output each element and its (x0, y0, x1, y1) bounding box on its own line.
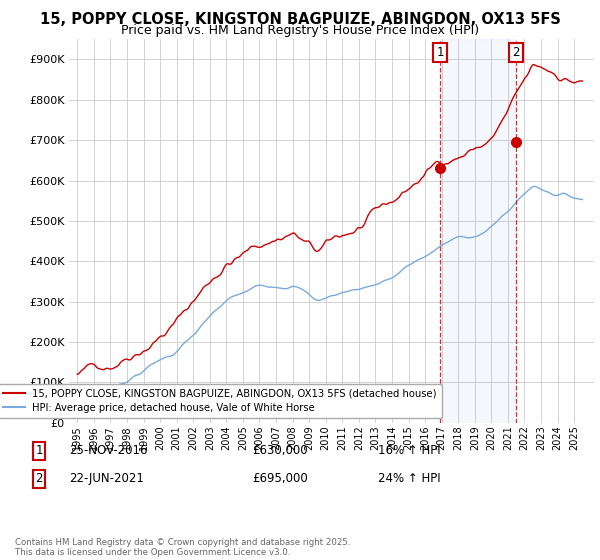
Text: £630,000: £630,000 (252, 444, 308, 458)
Text: 22-JUN-2021: 22-JUN-2021 (69, 472, 144, 486)
Text: £695,000: £695,000 (252, 472, 308, 486)
Text: 24% ↑ HPI: 24% ↑ HPI (378, 472, 440, 486)
Text: 16% ↑ HPI: 16% ↑ HPI (378, 444, 440, 458)
Text: 1: 1 (35, 444, 43, 458)
Text: 2: 2 (35, 472, 43, 486)
Text: 15, POPPY CLOSE, KINGSTON BAGPUIZE, ABINGDON, OX13 5FS: 15, POPPY CLOSE, KINGSTON BAGPUIZE, ABIN… (40, 12, 560, 27)
Bar (440, 39, 515, 423)
Text: 1: 1 (436, 46, 444, 59)
Text: 25-NOV-2016: 25-NOV-2016 (69, 444, 148, 458)
Text: 2: 2 (512, 46, 520, 59)
Text: Contains HM Land Registry data © Crown copyright and database right 2025.
This d: Contains HM Land Registry data © Crown c… (15, 538, 350, 557)
Legend: 15, POPPY CLOSE, KINGSTON BAGPUIZE, ABINGDON, OX13 5FS (detached house), HPI: Av: 15, POPPY CLOSE, KINGSTON BAGPUIZE, ABIN… (0, 384, 442, 418)
Text: Price paid vs. HM Land Registry's House Price Index (HPI): Price paid vs. HM Land Registry's House … (121, 24, 479, 36)
